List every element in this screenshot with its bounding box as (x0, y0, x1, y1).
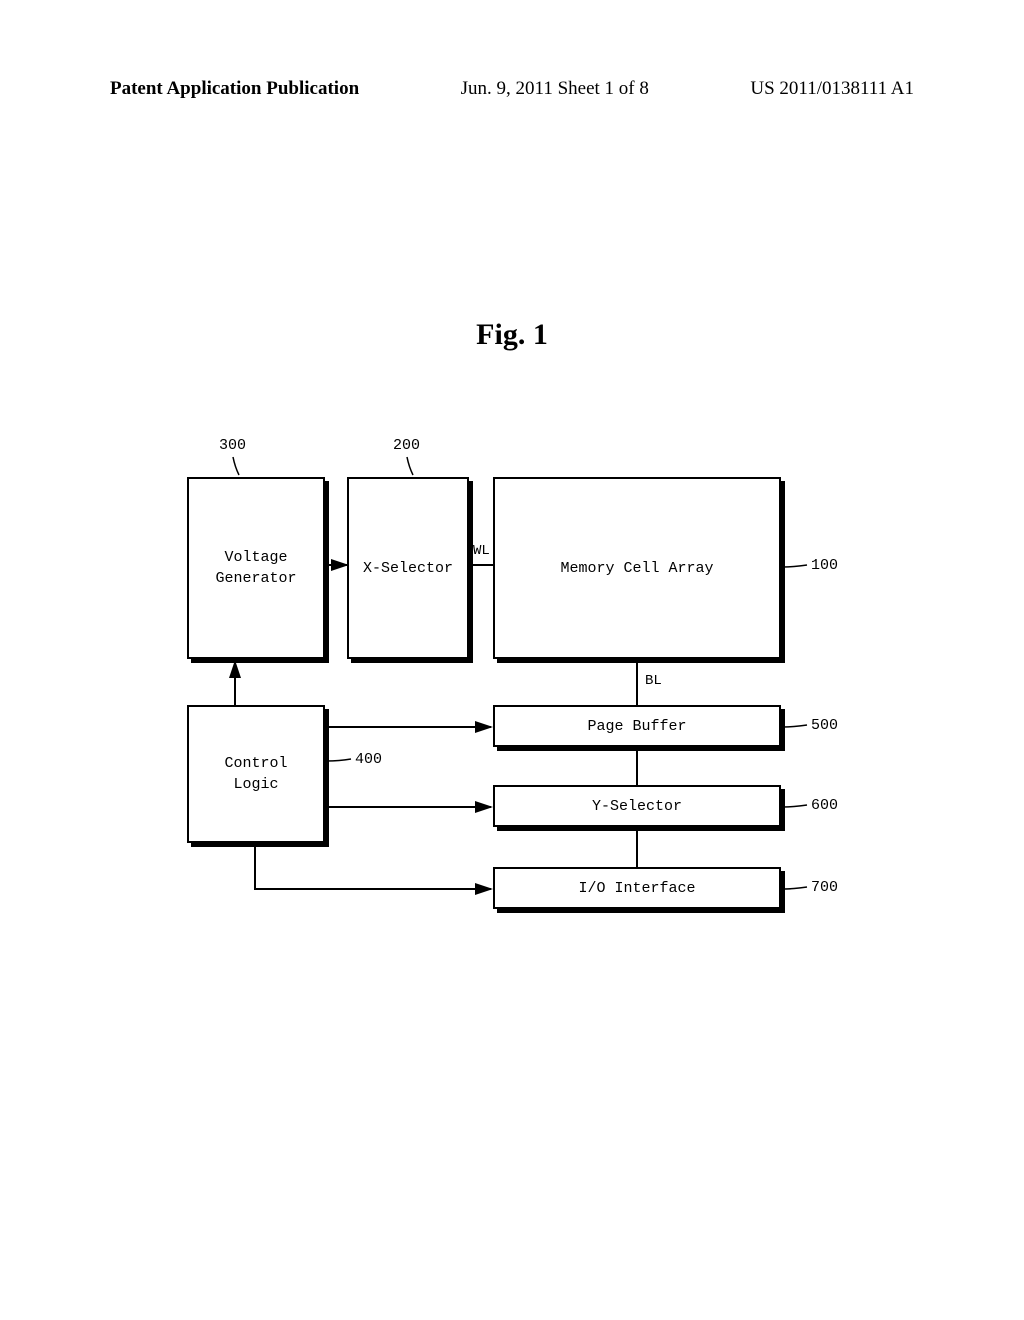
ref-400: 400 (355, 751, 382, 768)
block-y-selector: Y-Selector (493, 785, 781, 827)
block-x-selector: X-Selector (347, 477, 469, 659)
block-diagram: VoltageGenerator X-Selector Memory Cell … (175, 435, 855, 965)
ref-300: 300 (219, 437, 246, 454)
block-memory-cell-array: Memory Cell Array (493, 477, 781, 659)
block-io-interface-label: I/O Interface (493, 867, 781, 909)
block-voltage-generator: VoltageGenerator (187, 477, 325, 659)
header-right: US 2011/0138111 A1 (750, 78, 914, 100)
ref-200: 200 (393, 437, 420, 454)
header-left: Patent Application Publication (110, 78, 359, 100)
block-x-selector-label: X-Selector (347, 477, 469, 659)
block-page-buffer: Page Buffer (493, 705, 781, 747)
block-voltage-generator-label: VoltageGenerator (187, 477, 325, 659)
block-control-logic: ControlLogic (187, 705, 325, 843)
block-y-selector-label: Y-Selector (493, 785, 781, 827)
signal-bl: BL (645, 673, 662, 689)
ref-700: 700 (811, 879, 838, 896)
block-io-interface: I/O Interface (493, 867, 781, 909)
signal-wl: WL (473, 543, 490, 559)
header-center: Jun. 9, 2011 Sheet 1 of 8 (461, 78, 649, 100)
figure-title: Fig. 1 (0, 318, 1024, 352)
ref-500: 500 (811, 717, 838, 734)
ref-100: 100 (811, 557, 838, 574)
block-control-logic-label: ControlLogic (187, 705, 325, 843)
block-page-buffer-label: Page Buffer (493, 705, 781, 747)
block-memory-cell-array-label: Memory Cell Array (493, 477, 781, 659)
page-header: Patent Application Publication Jun. 9, 2… (0, 78, 1024, 100)
ref-600: 600 (811, 797, 838, 814)
